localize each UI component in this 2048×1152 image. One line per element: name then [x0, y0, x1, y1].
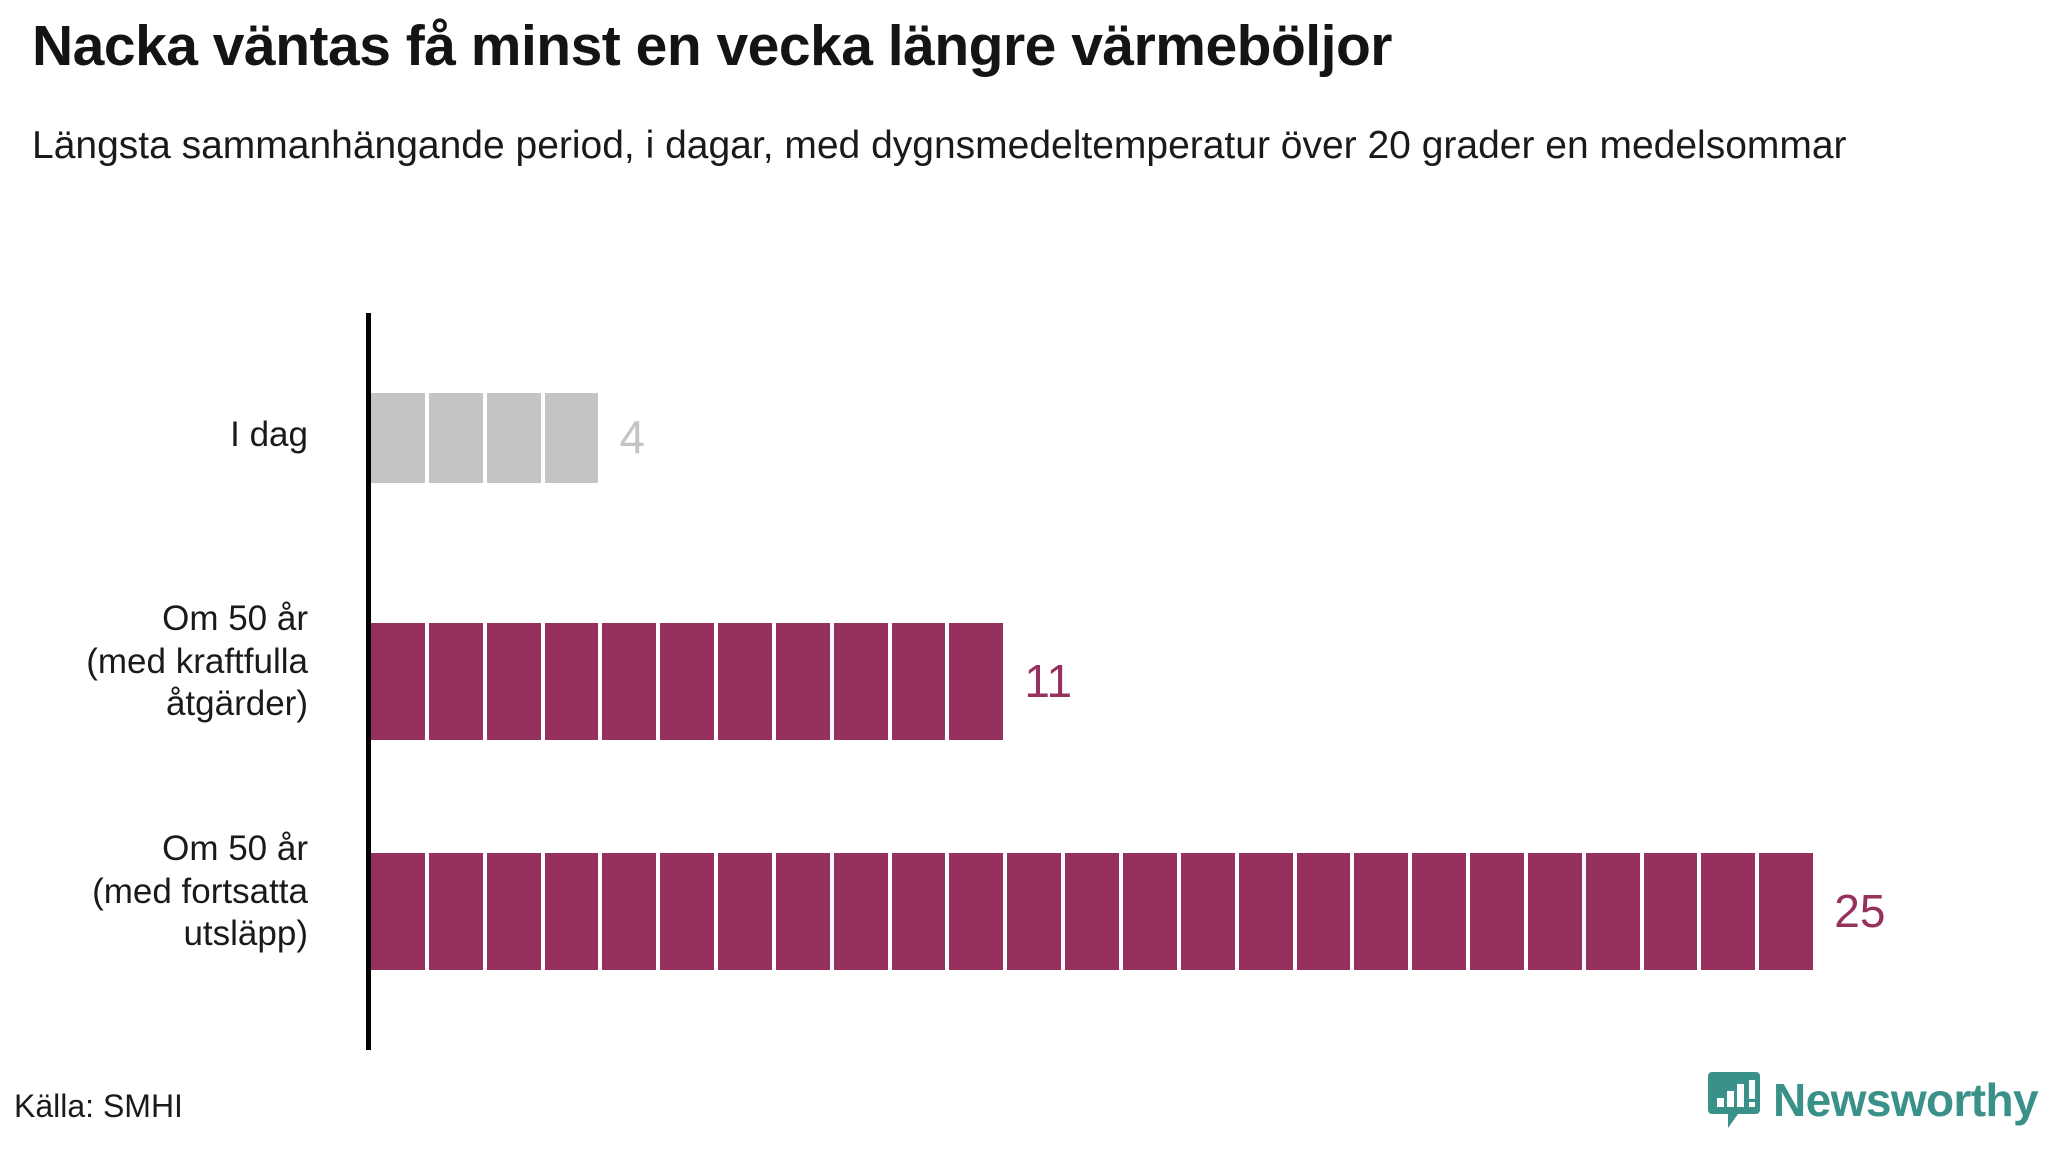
- bar-segment: [1527, 853, 1582, 970]
- bar[interactable]: [371, 393, 599, 483]
- bar-segment: [1180, 853, 1235, 970]
- bar-category-label: I dag: [230, 415, 308, 454]
- bar-segment: [833, 623, 888, 740]
- bar-segment: [486, 853, 541, 970]
- chart-subtitle: Längsta sammanhängande period, i dagar, …: [32, 124, 1847, 167]
- bar-value-label: 11: [1024, 654, 1073, 707]
- bar-segment: [544, 623, 599, 740]
- bar-segment: [1412, 853, 1467, 970]
- bar-segment: [949, 623, 1004, 740]
- bar-segment: [544, 393, 599, 483]
- bar-value-label: 25: [1834, 884, 1886, 937]
- bar-segment: [544, 853, 599, 970]
- bar-segment: [775, 623, 830, 740]
- bar[interactable]: [371, 623, 1004, 740]
- bar-segment: [660, 853, 715, 970]
- bar-segment: [486, 623, 541, 740]
- bar-segment: [428, 393, 483, 483]
- bar-segment: [1354, 853, 1409, 970]
- bar-segment: [1065, 853, 1119, 970]
- bar-segment: [602, 623, 657, 740]
- bar-segment: [891, 853, 946, 970]
- bar-segment: [718, 853, 772, 970]
- bar-segment: [1470, 853, 1524, 970]
- bar-segment: [1296, 853, 1351, 970]
- bar-category-label: Om 50 år (med kraftfulla åtgärder): [86, 599, 308, 724]
- bar-value-label: 4: [619, 411, 645, 463]
- source-note: Källa: SMHI: [14, 1088, 183, 1124]
- bar-segment: [949, 853, 1004, 970]
- bar-segment: [428, 623, 483, 740]
- bar-segment: [1759, 853, 1814, 970]
- bar-segment: [1701, 853, 1756, 970]
- bar-segment: [775, 853, 830, 970]
- bar-segment: [371, 623, 425, 740]
- bar-segment: [371, 393, 425, 483]
- bar-segment: [1643, 853, 1698, 970]
- bar-segment: [660, 623, 715, 740]
- bar-segment: [1122, 853, 1177, 970]
- bar-segment: [891, 623, 946, 740]
- bar-segment: [602, 853, 657, 970]
- logo-text: Newsworthy: [1773, 1074, 2039, 1126]
- bar-segment: [1585, 853, 1640, 970]
- bar-segment: [833, 853, 888, 970]
- bar-segment: [718, 623, 772, 740]
- bar-segment: [371, 853, 425, 970]
- bar-category-label: Om 50 år (med fortsatta utsläpp): [92, 829, 308, 954]
- bar-segment: [1007, 853, 1062, 970]
- bar-segment: [1238, 853, 1293, 970]
- bar-segment: [428, 853, 483, 970]
- bar[interactable]: [371, 853, 1814, 970]
- bar-segment: [486, 393, 541, 483]
- bar-chart-speech-bubble-icon: [1708, 1072, 1761, 1128]
- newsworthy-logo: Newsworthy: [1708, 1072, 2039, 1128]
- page-title: Nacka väntas få minst en vecka längre vä…: [32, 14, 1392, 78]
- y-axis-line: [366, 313, 371, 1050]
